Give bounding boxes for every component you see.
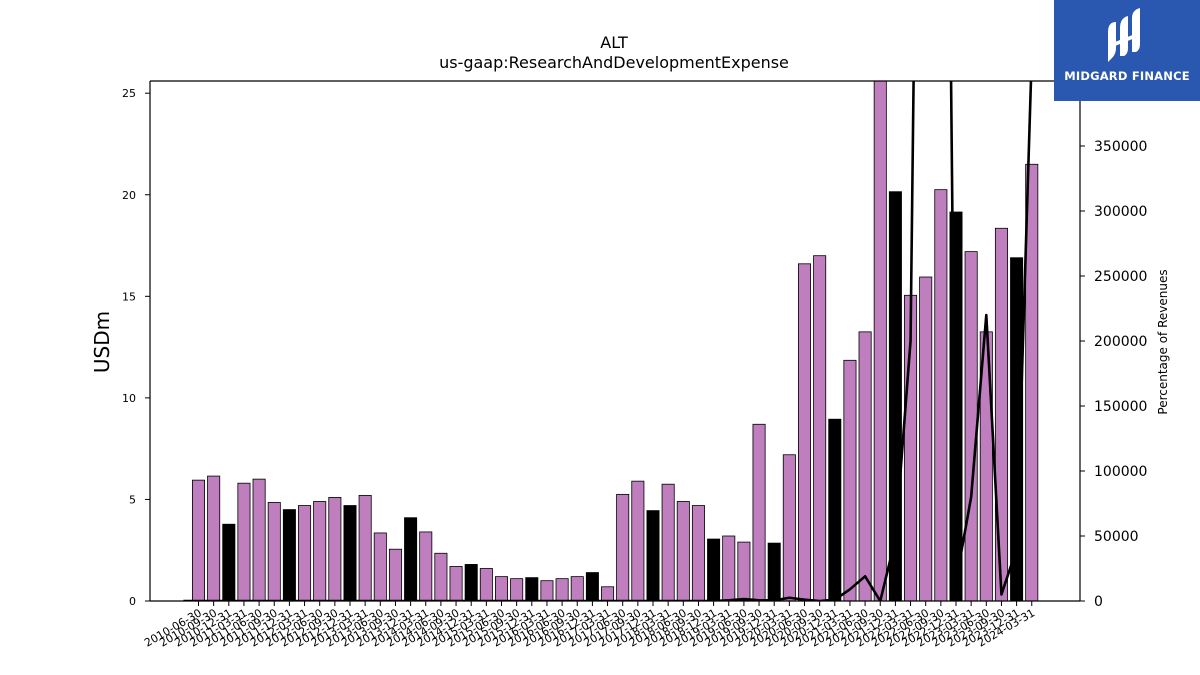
ytick-right-label-150000: 150000 xyxy=(1094,399,1147,415)
bar-2021-09-30 xyxy=(873,81,887,601)
ytick-label-25: 25 xyxy=(122,87,136,100)
bar-2019-12-31 xyxy=(767,542,781,601)
bar-2021-06-30 xyxy=(858,331,872,601)
bar-2011-03-31 xyxy=(237,482,251,601)
bar-2013-12-31 xyxy=(404,517,418,601)
bar-2017-09-30 xyxy=(631,480,645,601)
bar-2012-03-31 xyxy=(298,505,312,601)
bar-2021-03-31 xyxy=(843,359,857,601)
bar-2015-06-30 xyxy=(494,576,508,601)
ytick-right-label-100000: 100000 xyxy=(1094,464,1147,480)
bar-2020-12-31 xyxy=(828,418,842,601)
bar-2014-12-31 xyxy=(464,564,478,601)
bar-2011-12-31 xyxy=(282,509,296,601)
bars-group xyxy=(191,81,1039,601)
bar-2017-03-31 xyxy=(601,586,615,601)
bar-2018-03-31 xyxy=(661,483,675,601)
bar-2010-06-30 xyxy=(191,479,205,601)
bar-2016-12-31 xyxy=(585,572,599,601)
bar-2022-06-30 xyxy=(919,276,933,601)
bar-2020-03-31 xyxy=(782,454,796,601)
bar-2023-12-31 xyxy=(1010,257,1024,601)
bar-2013-06-30 xyxy=(373,532,387,601)
bar-2015-12-31 xyxy=(525,577,539,601)
ytick-label-0: 0 xyxy=(129,595,136,608)
bar-2010-12-31 xyxy=(222,523,236,601)
bar-2015-09-30 xyxy=(510,578,524,601)
bar-2024-03-31 xyxy=(1025,163,1039,601)
chart-title: ALT xyxy=(600,33,628,52)
ytick-right-label-300000: 300000 xyxy=(1094,204,1147,220)
midgard-logo-icon xyxy=(1108,8,1140,62)
y-axis-label: USDm xyxy=(90,311,114,373)
bar-2018-06-30 xyxy=(676,501,690,601)
bar-2014-03-31 xyxy=(419,531,433,601)
bar-2023-09-30 xyxy=(994,227,1008,601)
bar-2020-09-30 xyxy=(813,255,827,601)
bar-2020-06-30 xyxy=(798,263,812,601)
line-group xyxy=(183,81,1033,601)
bar-2015-03-31 xyxy=(479,568,493,601)
bar-2019-09-30 xyxy=(752,423,766,601)
ytick-right-label-250000: 250000 xyxy=(1094,269,1147,285)
logo-text: MIDGARD FINANCE xyxy=(1064,69,1190,83)
bar-2016-09-30 xyxy=(570,576,584,601)
ytick-right-label-0: 0 xyxy=(1094,594,1103,610)
bar-2017-06-30 xyxy=(616,493,630,601)
bar-2011-09-30 xyxy=(267,502,281,601)
bar-2012-12-31 xyxy=(343,505,357,601)
bar-2023-03-31 xyxy=(964,251,978,601)
bar-2012-06-30 xyxy=(313,501,327,601)
ytick-label-5: 5 xyxy=(129,493,136,506)
bar-2016-06-30 xyxy=(555,578,569,601)
bar-2013-09-30 xyxy=(388,548,402,601)
bar-2018-09-30 xyxy=(691,505,705,601)
percentage-line xyxy=(183,81,1033,601)
bar-2017-12-31 xyxy=(646,510,660,601)
bar-2010-09-30 xyxy=(207,475,221,601)
bar-2014-09-30 xyxy=(449,566,463,601)
bar-2019-06-30 xyxy=(737,541,751,601)
ytick-right-label-350000: 350000 xyxy=(1094,139,1147,155)
ytick-right-label-200000: 200000 xyxy=(1094,334,1147,350)
ytick-label-20: 20 xyxy=(122,189,136,202)
bar-2018-12-31 xyxy=(707,538,721,601)
ytick-label-15: 15 xyxy=(122,290,136,303)
ytick-label-10: 10 xyxy=(122,392,136,405)
bar-2016-03-31 xyxy=(540,580,554,601)
bar-2013-03-31 xyxy=(358,494,372,601)
bar-2014-06-30 xyxy=(434,552,448,601)
logo: MIDGARD FINANCE xyxy=(1054,0,1200,101)
chart-subtitle: us-gaap:ResearchAndDevelopmentExpense xyxy=(439,53,789,72)
bar-2022-09-30 xyxy=(934,189,948,601)
bar-2012-09-30 xyxy=(328,497,342,601)
bar-2019-03-31 xyxy=(722,535,736,601)
ytick-right-label-50000: 50000 xyxy=(1094,529,1139,545)
bar-2011-06-30 xyxy=(252,478,266,601)
y-axis-right-label: Percentage of Revenues xyxy=(1156,269,1170,414)
